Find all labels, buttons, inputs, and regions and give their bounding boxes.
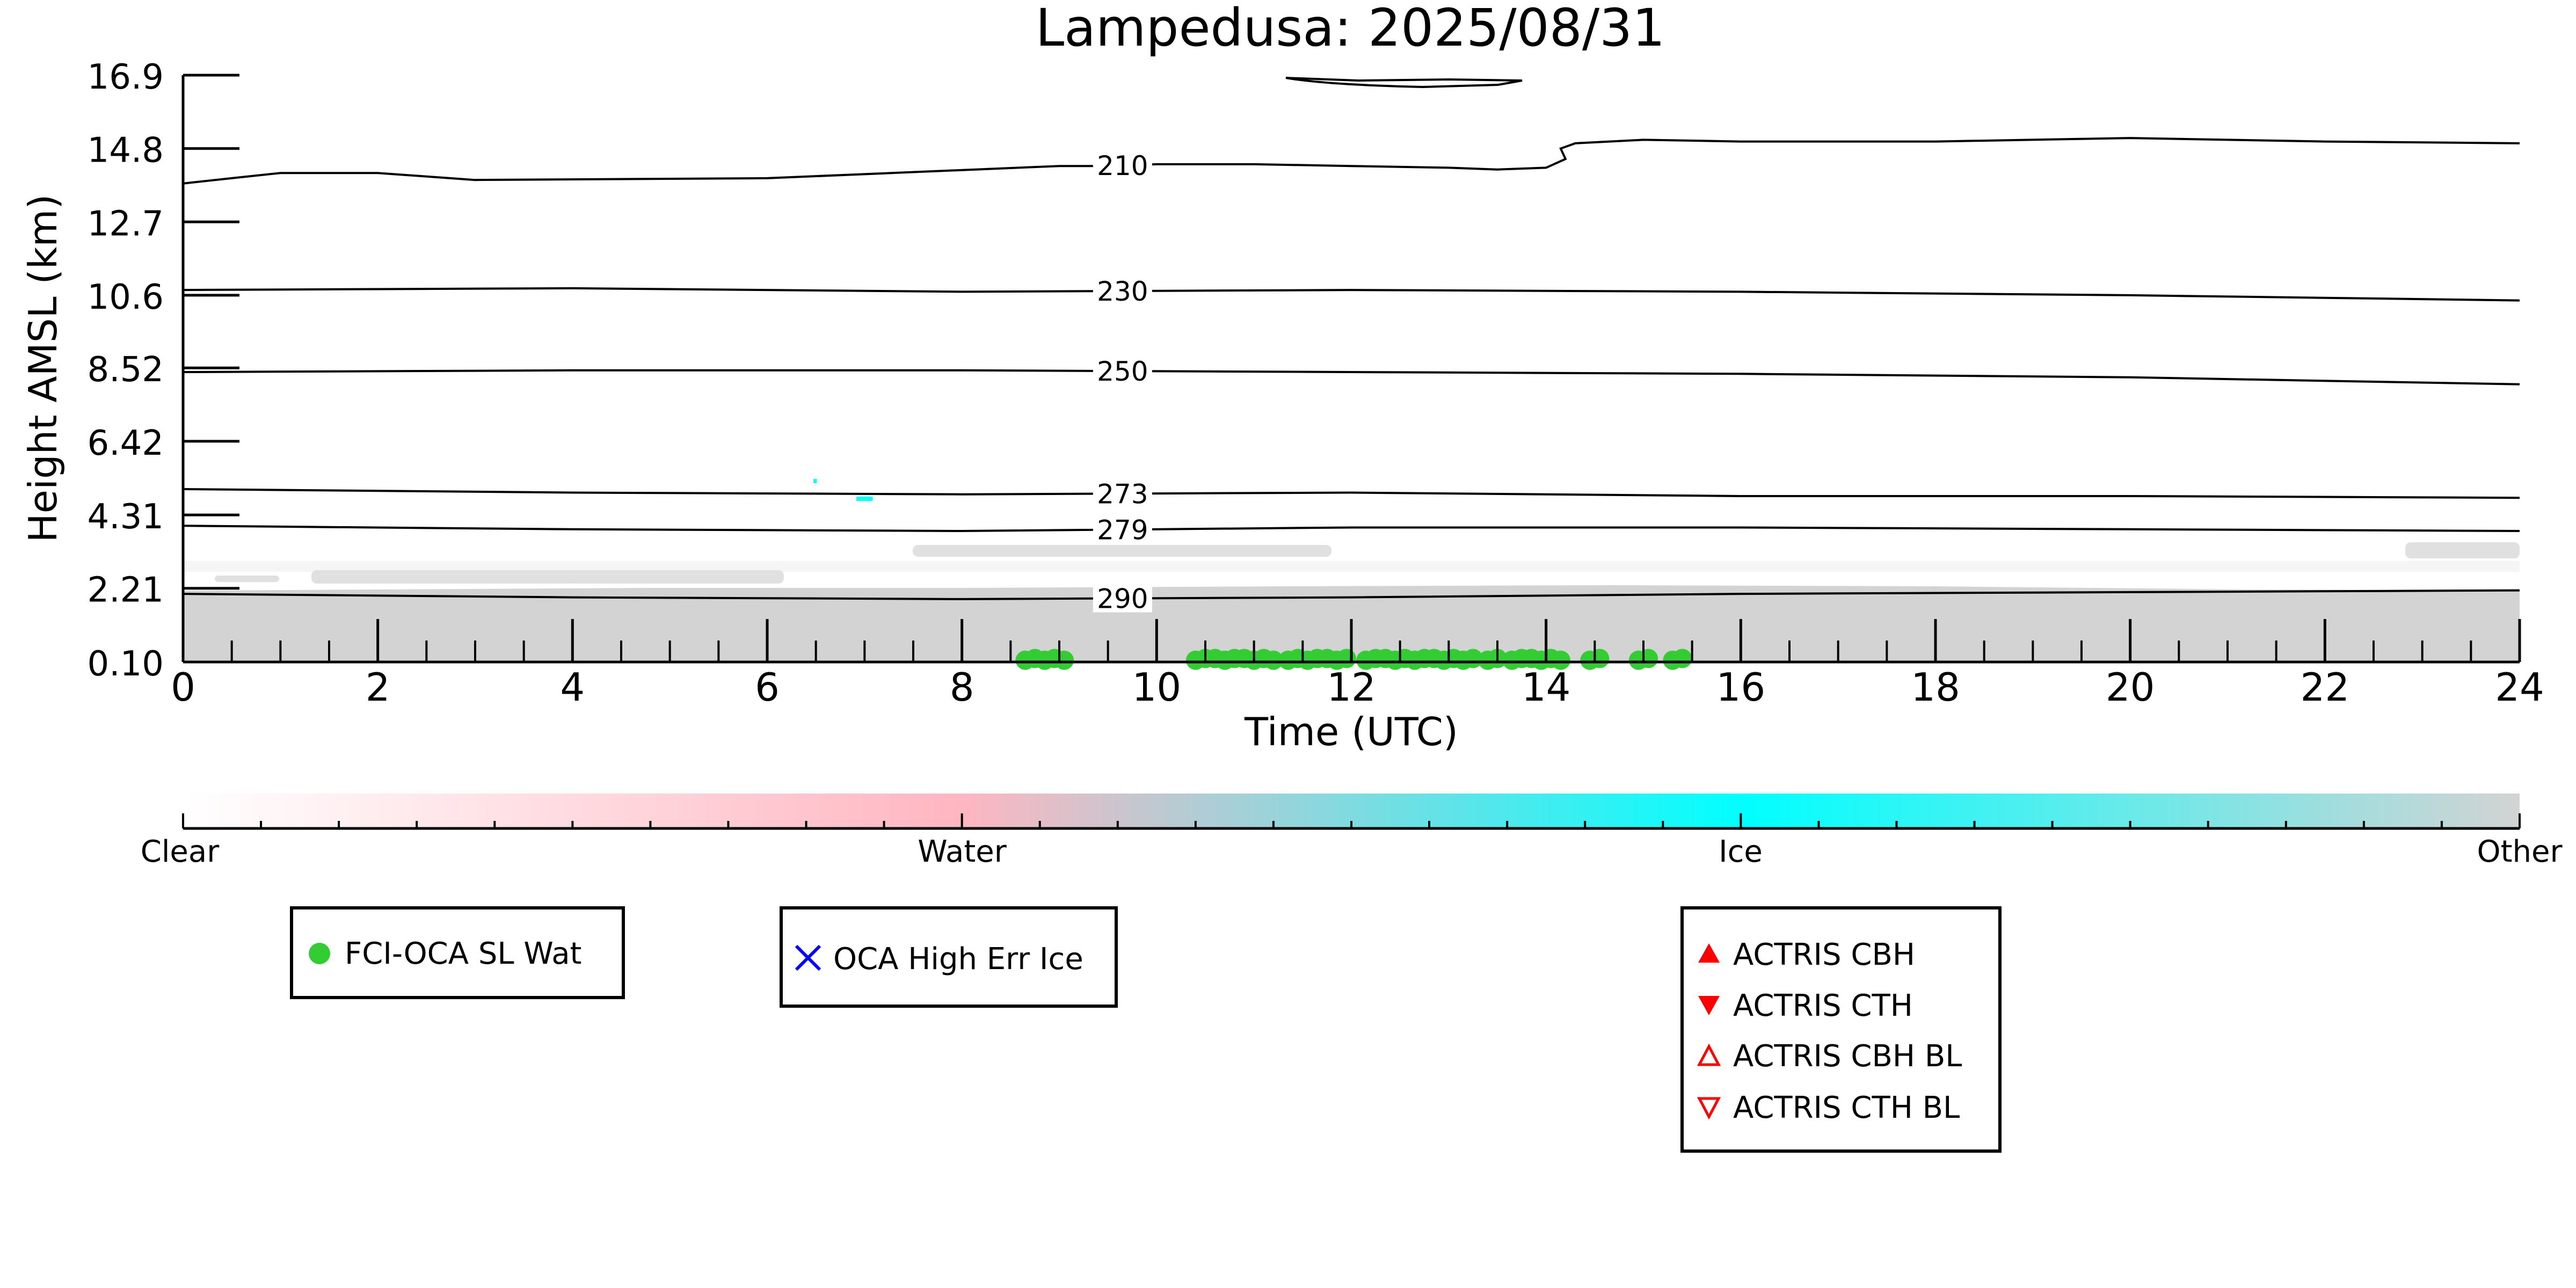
legend-label-actris-cbh-bl: ACTRIS CBH BL: [1733, 1039, 1962, 1074]
legend-sl-wat: FCI-OCA SL Wat: [290, 906, 625, 999]
legend-label-actris-cth-bl: ACTRIS CTH BL: [1733, 1090, 1960, 1125]
blue-x-icon: [795, 944, 821, 971]
isotherm-label: 230: [1097, 276, 1148, 307]
x-tick-label: 12: [1327, 665, 1376, 710]
x-tick-label: 18: [1911, 665, 1960, 710]
isotherm-label-background: [1093, 584, 1152, 613]
other-speckle: [183, 561, 2520, 572]
isotherm-label: 279: [1097, 514, 1148, 545]
isotherm-label: 290: [1097, 584, 1148, 615]
red-triangle-up-icon: [1698, 943, 1720, 963]
isotherm-label-background: [1093, 515, 1152, 544]
x-tick-label: 0: [171, 665, 195, 710]
x-tick-label: 24: [2495, 665, 2544, 710]
red-triangle-down-icon: [1698, 996, 1720, 1015]
legend-box: [780, 906, 1118, 1008]
red-triangle-up-outline-icon: [1697, 1043, 1721, 1066]
colorbar-ticks: [182, 813, 2521, 828]
other-speckle: [311, 570, 784, 584]
sl-wat-point: [1054, 650, 1074, 670]
isotherm-line: [183, 525, 2520, 533]
isotherm-line: [183, 589, 2520, 600]
colorbar-label-clear: Clear: [141, 834, 220, 869]
isotherm-label-background: [1093, 151, 1152, 180]
isotherm-lines: [183, 137, 2520, 600]
isotherm-labels: 210 230 250 273 279 290: [1093, 150, 1152, 615]
isotherm-label-background: [1093, 357, 1152, 385]
colorbar-label-other: Other: [2477, 834, 2563, 869]
y-tick-label: 2.21: [88, 571, 164, 610]
isotherm-label-background: [1093, 479, 1152, 508]
x-tick-label: 20: [2106, 665, 2155, 710]
legend-label-actris-cbh: ACTRIS CBH: [1733, 937, 1915, 972]
isotherm-label: 250: [1097, 356, 1148, 387]
x-tick-label: 6: [755, 665, 780, 710]
isotherm-label: 273: [1097, 478, 1148, 510]
x-tick-label: 8: [950, 665, 974, 710]
y-tick-label: 4.31: [88, 497, 164, 537]
cloud-top-contour: [1285, 77, 1523, 89]
legend-label-high-err-ice: OCA High Err Ice: [833, 942, 1083, 977]
sl-wat-point: [1590, 649, 1610, 668]
x-axis-label: Time (UTC): [1244, 709, 1458, 754]
legend-high-err-ice: OCA High Err Ice: [780, 906, 1118, 1008]
ice-pixel: [813, 479, 817, 483]
phase-colorbar: Clear Water Ice Other: [141, 794, 2563, 869]
y-tick-label: 12.7: [88, 204, 164, 244]
red-triangle-down-outline-icon: [1697, 1097, 1721, 1120]
isotherm-line: [183, 137, 2520, 185]
ice-pixel: [856, 497, 872, 501]
sl-wat-point: [1551, 650, 1570, 670]
colorbar-label-ice: Ice: [1719, 834, 1763, 869]
ice-speckle: [813, 479, 872, 501]
isotherm-line: [183, 287, 2520, 302]
y-ticks: 0.10 2.21 4.31 6.42 8.52 10.6 12.7 14.8 16.9: [88, 57, 239, 684]
isotherm-label: 210: [1097, 150, 1148, 181]
isotherm-line: [183, 488, 2520, 499]
colorbar-label-water: Water: [918, 834, 1007, 869]
isotherm-line: [183, 369, 2520, 385]
legend-box: [290, 906, 625, 999]
y-tick-label: 16.9: [88, 57, 164, 97]
plot-area: 210 230 250 273 279 290: [183, 75, 2520, 670]
x-tick-label: 10: [1132, 665, 1182, 710]
x-tick-label: 22: [2301, 665, 2350, 710]
y-tick-label: 6.42: [88, 424, 164, 463]
y-tick-label: 14.8: [88, 131, 164, 171]
chart-title: Lampedusa: 2025/08/31: [1036, 0, 1665, 58]
x-tick-label: 2: [366, 665, 390, 710]
x-ticks: 0 2 4 6 8 10 12 14 16 18 20 22 24: [171, 619, 2544, 710]
x-tick-label: 14: [1522, 665, 1571, 710]
legend-actris: ACTRIS CBH ACTRIS CTH ACTRIS CBH BL ACTR…: [1680, 906, 2002, 1153]
x-tick-label: 4: [560, 665, 585, 710]
other-speckle: [215, 576, 279, 582]
y-tick-label: 8.52: [88, 350, 164, 390]
y-tick-label: 0.10: [88, 644, 164, 684]
other-region-speckle: [183, 542, 2520, 584]
legend-label-sl-wat: FCI-OCA SL Wat: [345, 936, 582, 971]
y-tick-label: 10.6: [88, 278, 164, 317]
isotherm-label-background: [1093, 277, 1152, 305]
sl-wat-point: [1672, 649, 1692, 668]
x-tick-label: 16: [1716, 665, 1766, 710]
sl-wat-point: [1263, 650, 1283, 670]
plot-background: [183, 75, 2520, 662]
legend-box: [1680, 906, 2002, 1153]
other-speckle: [913, 545, 1331, 557]
y-axis-label: Height AMSL (km): [20, 194, 66, 543]
green-dot-icon: [309, 943, 330, 964]
legend-label-actris-cth: ACTRIS CTH: [1733, 988, 1913, 1023]
other-speckle: [2405, 542, 2520, 558]
sl-wat-point: [1639, 649, 1658, 668]
